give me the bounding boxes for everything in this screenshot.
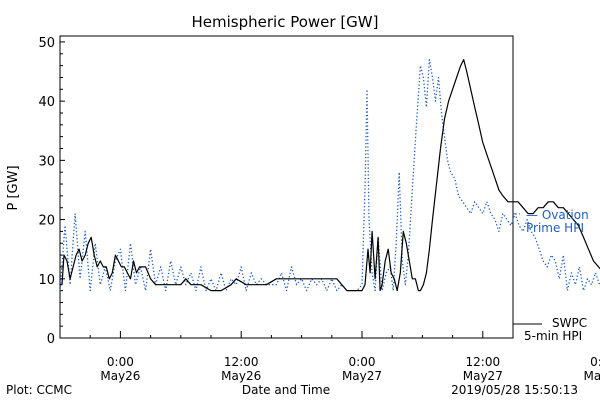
y-axis-label: P [GW]: [6, 165, 21, 210]
y-axis-ticks: 0 10 20 30 40 50: [38, 36, 65, 347]
plot-frame: [59, 35, 514, 339]
x-axis-label: Date and Time: [242, 383, 330, 397]
legend-ovation: — Ovation Prime HPI: [513, 208, 589, 235]
y-tick-label: 50: [38, 36, 55, 51]
x-tick-date-label: May28: [584, 369, 600, 383]
legend-swpc: SWPC 5-min HPI: [513, 316, 587, 343]
chart-title: Hemispheric Power [GW]: [192, 13, 379, 31]
x-tick-time-label: 12:00: [224, 355, 259, 369]
x-tick-time-label: 0:00: [107, 355, 134, 369]
footer-plot-credit: Plot: CCMC: [6, 383, 72, 397]
x-tick-date-label: May27: [463, 369, 503, 383]
x-tick-date-label: May26: [221, 369, 261, 383]
x-tick-time-label: 12:00: [466, 355, 501, 369]
x-tick-time-label: 0:00: [590, 355, 600, 369]
y-tick-label: 40: [38, 95, 55, 110]
x-tick-date-label: May26: [100, 369, 140, 383]
x-axis-ticks: 0:00May2612:00May260:00May2712:00May270:…: [89, 331, 600, 383]
legend-ovation-label-1: — Ovation: [526, 208, 589, 222]
series-swpc-line: [60, 59, 600, 292]
series-ovation-prime-line: [59, 59, 600, 292]
legend-swpc-label-1: SWPC: [552, 316, 587, 330]
y-tick-label: 20: [38, 214, 55, 229]
footer-timestamp: 2019/05/28 15:50:13: [451, 383, 578, 397]
y-tick-label: 30: [38, 154, 55, 169]
legend-swpc-label-2: 5-min HPI: [524, 329, 582, 343]
series-layer: [59, 59, 600, 292]
legend-ovation-label-2: Prime HPI: [526, 221, 584, 235]
y-tick-label: 0: [47, 332, 55, 347]
x-tick-date-label: May27: [342, 369, 382, 383]
y-tick-label: 10: [38, 273, 55, 288]
x-tick-time-label: 0:00: [349, 355, 376, 369]
